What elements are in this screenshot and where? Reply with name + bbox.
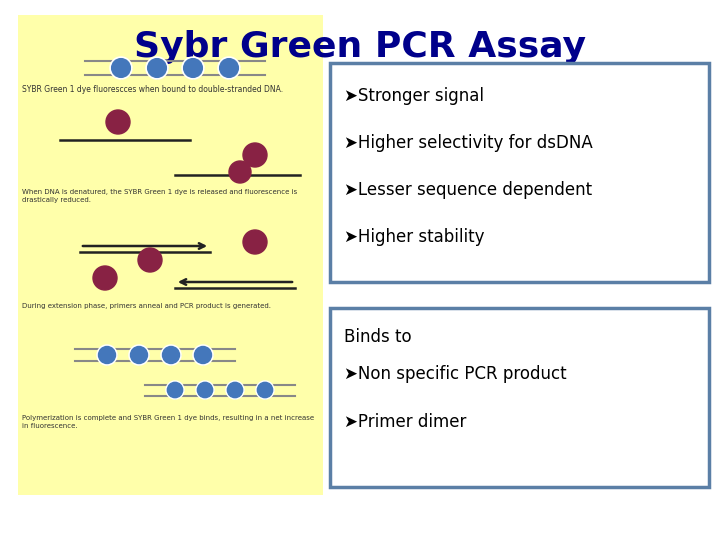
Text: drastically reduced.: drastically reduced.: [22, 197, 91, 203]
Circle shape: [197, 382, 212, 397]
Text: ➤Stronger signal: ➤Stronger signal: [344, 87, 484, 105]
Circle shape: [228, 382, 243, 397]
Circle shape: [257, 382, 273, 397]
Text: Polymerization is complete and SYBR Green 1 dye binds, resulting in a net increa: Polymerization is complete and SYBR Gree…: [22, 415, 314, 421]
Text: Binds to: Binds to: [344, 328, 412, 346]
FancyBboxPatch shape: [330, 308, 709, 487]
Text: ➤Primer dimer: ➤Primer dimer: [344, 413, 467, 431]
Circle shape: [184, 59, 202, 77]
Text: During extension phase, primers anneal and PCR product is generated.: During extension phase, primers anneal a…: [22, 303, 271, 309]
Circle shape: [106, 110, 130, 134]
Text: SYBR Green 1 dye fluorescces when bound to double-stranded DNA.: SYBR Green 1 dye fluorescces when bound …: [22, 85, 283, 94]
Circle shape: [243, 143, 267, 167]
Circle shape: [167, 382, 183, 397]
Circle shape: [220, 59, 238, 77]
Text: Sybr Green PCR Assay: Sybr Green PCR Assay: [134, 30, 586, 64]
Circle shape: [166, 381, 184, 399]
Text: When DNA is denatured, the SYBR Green 1 dye is released and fluorescence is: When DNA is denatured, the SYBR Green 1 …: [22, 189, 297, 195]
Text: ➤Lesser sequence dependent: ➤Lesser sequence dependent: [344, 181, 592, 199]
Circle shape: [138, 248, 162, 272]
Text: in fluorescence.: in fluorescence.: [22, 423, 78, 429]
Circle shape: [110, 57, 132, 79]
Text: ➤Non specific PCR product: ➤Non specific PCR product: [344, 365, 567, 383]
Text: ➤Higher selectivity for dsDNA: ➤Higher selectivity for dsDNA: [344, 134, 593, 152]
Circle shape: [130, 347, 148, 363]
Circle shape: [99, 347, 115, 363]
Circle shape: [256, 381, 274, 399]
Circle shape: [182, 57, 204, 79]
Bar: [18, 15, 323, 495]
Circle shape: [229, 161, 251, 183]
Circle shape: [193, 345, 213, 365]
Circle shape: [161, 345, 181, 365]
Circle shape: [194, 347, 212, 363]
Circle shape: [112, 59, 130, 77]
Circle shape: [97, 345, 117, 365]
Circle shape: [226, 381, 244, 399]
FancyBboxPatch shape: [330, 63, 709, 282]
Circle shape: [146, 57, 168, 79]
Circle shape: [218, 57, 240, 79]
Circle shape: [129, 345, 149, 365]
Circle shape: [163, 347, 179, 363]
Text: ➤Higher stability: ➤Higher stability: [344, 228, 485, 246]
Circle shape: [148, 59, 166, 77]
Circle shape: [196, 381, 214, 399]
Circle shape: [93, 266, 117, 290]
Circle shape: [243, 230, 267, 254]
